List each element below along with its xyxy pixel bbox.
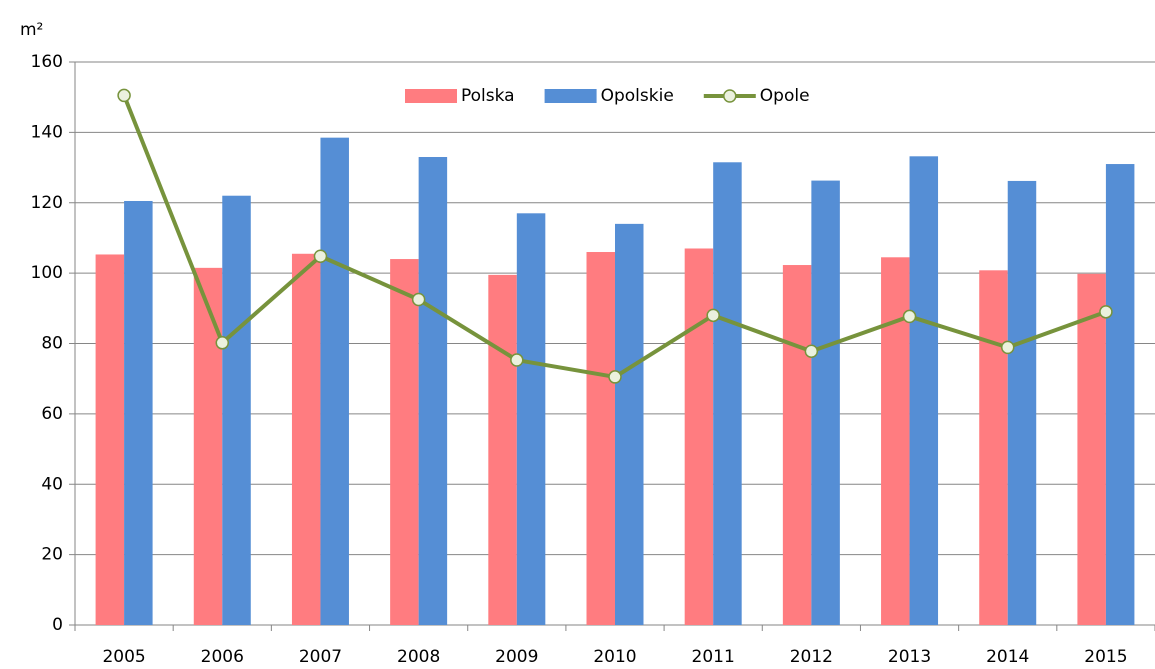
bar	[291, 253, 321, 625]
bar	[1007, 180, 1037, 625]
marker	[1000, 340, 1015, 355]
bar	[713, 162, 742, 626]
y-tick-label: 0	[52, 615, 63, 635]
x-tick-label: 2013	[888, 647, 931, 667]
x-tick-label: 2010	[593, 647, 636, 667]
y-axis-label: m²	[20, 20, 43, 40]
x-tick-label: 2005	[102, 647, 145, 667]
marker	[902, 309, 917, 324]
bar	[586, 252, 615, 625]
x-tick-label: 2006	[201, 647, 244, 667]
marker	[706, 308, 720, 323]
legend-swatch	[405, 89, 457, 103]
marker	[215, 336, 230, 350]
marker	[608, 370, 622, 384]
bar	[222, 195, 251, 625]
bar	[909, 156, 939, 626]
legend-marker	[723, 89, 737, 103]
legend-swatch	[544, 89, 597, 103]
marker	[313, 249, 328, 263]
bar	[320, 137, 349, 625]
bar	[95, 254, 125, 625]
bar	[811, 180, 840, 625]
bar	[390, 259, 419, 625]
y-tick-label: 80	[41, 334, 63, 354]
bar	[684, 248, 714, 625]
legend-label: Opole	[760, 86, 810, 106]
x-tick-label: 2009	[495, 647, 538, 667]
marker	[1099, 305, 1113, 319]
y-tick-label: 100	[31, 263, 63, 283]
bar	[488, 274, 517, 625]
bar	[516, 213, 546, 625]
marker	[411, 292, 426, 307]
bar	[124, 200, 153, 625]
y-tick-label: 160	[31, 52, 63, 72]
y-tick-label: 120	[31, 193, 63, 213]
x-tick-label: 2007	[299, 647, 342, 667]
marker	[117, 88, 131, 103]
x-tick-label: 2014	[986, 647, 1029, 667]
x-tick-label: 2012	[790, 647, 833, 667]
bar	[1105, 164, 1135, 625]
bar	[418, 157, 448, 625]
legend-label: Opolskie	[601, 86, 674, 106]
x-tick-label: 2008	[397, 647, 440, 667]
legend-label: Polska	[461, 86, 515, 106]
marker	[804, 344, 819, 358]
y-tick-label: 140	[31, 122, 63, 142]
x-tick-label: 2011	[692, 647, 735, 667]
x-tick-label: 2015	[1084, 647, 1127, 667]
y-tick-label: 20	[41, 545, 63, 565]
marker	[510, 353, 524, 367]
y-tick-label: 40	[41, 474, 63, 494]
bar	[1077, 273, 1106, 625]
bar	[782, 265, 812, 625]
y-tick-label: 60	[41, 404, 63, 424]
bar	[193, 267, 223, 625]
bar	[979, 270, 1008, 625]
bar	[615, 223, 644, 626]
